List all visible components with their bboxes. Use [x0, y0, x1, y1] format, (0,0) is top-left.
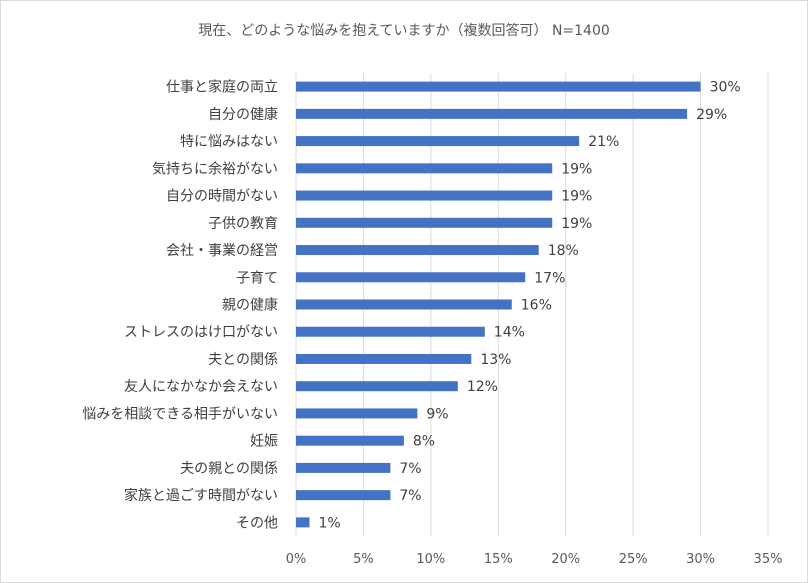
- bar: [296, 245, 539, 256]
- x-tick-label: 25%: [619, 552, 648, 567]
- bar: [296, 490, 391, 501]
- category-label: 親の健康: [222, 297, 278, 314]
- category-label: 妊娠: [250, 434, 278, 450]
- bar: [296, 108, 688, 119]
- bar: [296, 408, 418, 419]
- bar: [296, 163, 553, 174]
- bar: [296, 299, 512, 310]
- bar: [296, 217, 553, 228]
- x-tick-label: 35%: [754, 552, 783, 567]
- chart-title: 現在、どのような悩みを抱えていますか（複数回答可） N=1400: [198, 23, 610, 39]
- x-tick-label: 15%: [484, 552, 513, 567]
- category-label: 家族と過ごす時間がない: [124, 487, 278, 504]
- category-label: 気持ちに余裕がない: [152, 160, 278, 177]
- bar: [296, 517, 310, 528]
- category-label: 自分の健康: [208, 106, 278, 123]
- data-label: 19%: [561, 161, 592, 177]
- category-label: 悩みを相談できる相手がいない: [82, 406, 278, 422]
- category-label: 仕事と家庭の両立: [166, 79, 278, 96]
- category-label: 夫の親との関係: [180, 461, 278, 477]
- data-label: 29%: [696, 107, 727, 123]
- category-label: 子供の教育: [208, 216, 278, 232]
- x-tick-label: 10%: [416, 552, 445, 567]
- data-label: 14%: [494, 325, 525, 341]
- x-tick-label: 30%: [686, 552, 715, 567]
- data-label: 19%: [561, 189, 592, 205]
- bar: [296, 136, 580, 147]
- category-label: 子育て: [236, 270, 278, 286]
- bar: [296, 190, 553, 201]
- category-label: 特に悩みはない: [180, 134, 278, 150]
- data-label: 12%: [467, 379, 498, 395]
- data-label: 9%: [426, 406, 448, 422]
- x-tick-label: 0%: [286, 552, 307, 567]
- bar: [296, 435, 404, 446]
- data-label: 21%: [588, 134, 619, 150]
- bar: [296, 381, 458, 392]
- category-label: その他: [236, 515, 278, 531]
- bar: [296, 462, 391, 473]
- data-label: 13%: [480, 352, 511, 368]
- data-label: 8%: [413, 434, 435, 450]
- data-label: 1%: [318, 515, 340, 531]
- bar: [296, 81, 701, 92]
- category-label: ストレスのはけ口がない: [124, 325, 278, 341]
- bar: [296, 326, 485, 337]
- data-label: 17%: [534, 270, 565, 286]
- data-label: 18%: [548, 243, 579, 259]
- data-label: 7%: [399, 488, 421, 504]
- data-label: 16%: [521, 298, 552, 314]
- x-tick-label: 5%: [353, 552, 374, 567]
- bar: [296, 353, 472, 364]
- x-tick-label: 20%: [551, 552, 580, 567]
- category-label: 自分の時間がない: [166, 189, 278, 205]
- category-label: 会社・事業の経営: [166, 243, 278, 259]
- data-label: 30%: [710, 80, 741, 96]
- category-label: 友人になかなか会えない: [124, 379, 278, 395]
- bar: [296, 272, 526, 283]
- data-label: 7%: [399, 461, 421, 477]
- data-label: 19%: [561, 216, 592, 232]
- category-label: 夫との関係: [208, 352, 278, 368]
